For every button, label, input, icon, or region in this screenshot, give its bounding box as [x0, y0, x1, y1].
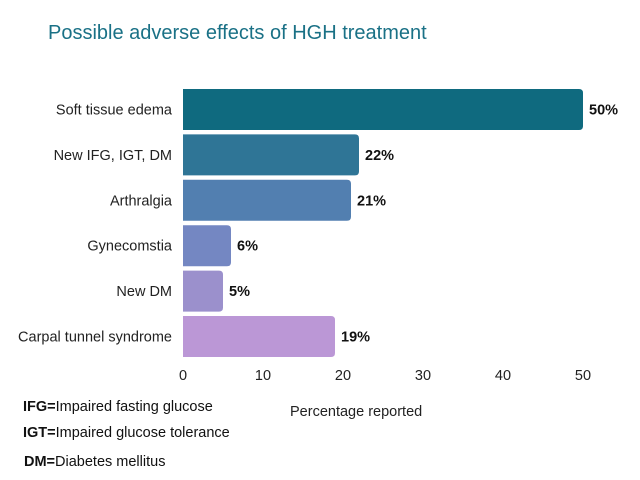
- bar-chart: Soft tissue edema 50% New IFG, IGT, DM 22% A…: [18, 89, 618, 384]
- x-tick-label: 40: [495, 368, 511, 384]
- bar: [183, 316, 335, 357]
- x-tick-label: 50: [575, 368, 591, 384]
- data-label: 22%: [365, 148, 394, 164]
- note-igt: IGT=Impaired glucose tolerance: [23, 425, 230, 441]
- x-axis-label: Percentage reported: [290, 404, 423, 420]
- note-text: Impaired glucose tolerance: [55, 425, 230, 441]
- category-label: New IFG, IGT, DM: [54, 148, 172, 164]
- bar: [183, 134, 359, 176]
- bar: [183, 89, 583, 130]
- note-abbr: DM=: [24, 454, 56, 470]
- note-abbr: IGT=: [23, 425, 56, 441]
- x-tick-label: 30: [415, 368, 431, 384]
- note-ifg: IFG=Impaired fasting glucose: [23, 399, 213, 415]
- data-label: 21%: [357, 193, 386, 209]
- chart-title: Possible adverse effects of HGH treatmen…: [48, 22, 427, 44]
- bar: [183, 270, 223, 312]
- x-tick-label: 0: [179, 368, 187, 384]
- data-label: 19%: [341, 330, 370, 346]
- category-label: Arthralgia: [110, 193, 173, 209]
- x-tick-label: 20: [335, 368, 351, 384]
- category-label: Gynecomstia: [87, 239, 173, 255]
- category-label: Carpal tunnel syndrome: [18, 330, 172, 346]
- data-label: 6%: [237, 239, 258, 255]
- bar: [183, 179, 351, 221]
- data-label: 5%: [229, 284, 250, 300]
- note-text: Impaired fasting glucose: [55, 399, 213, 415]
- note-abbr: IFG=: [23, 399, 56, 415]
- note-text: Diabetes mellitus: [55, 454, 166, 470]
- data-label: 50%: [589, 103, 618, 119]
- x-tick-label: 10: [255, 368, 271, 384]
- note-dm: DM=Diabetes mellitus: [24, 454, 165, 470]
- category-label: New DM: [116, 284, 172, 300]
- bar: [183, 225, 231, 267]
- category-label: Soft tissue edema: [56, 103, 173, 119]
